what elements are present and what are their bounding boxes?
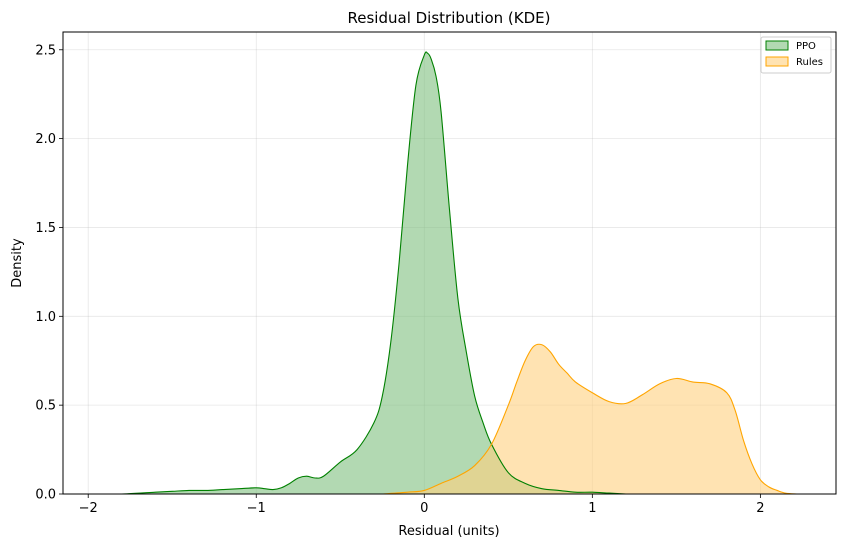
x-axis-label: Residual (units) — [398, 524, 499, 539]
series-fills — [96, 51, 798, 494]
y-tick-label: 2.5 — [35, 43, 56, 58]
legend: PPO Rules — [760, 36, 832, 74]
x-tick-label: 0 — [420, 501, 428, 516]
x-axis-ticks: −2 −1 0 1 2 — [79, 494, 765, 516]
legend-label-ppo: PPO — [796, 41, 816, 52]
x-tick-label: −2 — [79, 501, 98, 516]
series-line-ppo — [96, 51, 626, 495]
x-tick-label: 1 — [588, 501, 596, 516]
legend-swatch-rules — [765, 56, 789, 67]
y-tick-label: 1.5 — [35, 221, 56, 236]
series-line-rules — [382, 343, 798, 495]
y-tick-label: 2.0 — [35, 132, 56, 147]
chart-title: Residual Distribution (KDE) — [348, 9, 551, 27]
y-tick-label: 0.0 — [35, 488, 56, 503]
x-tick-label: 2 — [756, 501, 764, 516]
legend-swatch-ppo — [765, 40, 789, 51]
y-tick-label: 1.0 — [35, 310, 56, 325]
series-area-rules — [382, 344, 798, 494]
y-tick-label: 0.5 — [35, 399, 56, 414]
y-axis-label: Density — [10, 238, 25, 288]
series-lines — [96, 51, 798, 495]
y-axis-ticks: 0.0 0.5 1.0 1.5 2.0 2.5 — [35, 43, 63, 503]
legend-label-rules: Rules — [796, 57, 823, 68]
plot-area-frame — [62, 31, 837, 495]
x-tick-label: −1 — [247, 501, 266, 516]
